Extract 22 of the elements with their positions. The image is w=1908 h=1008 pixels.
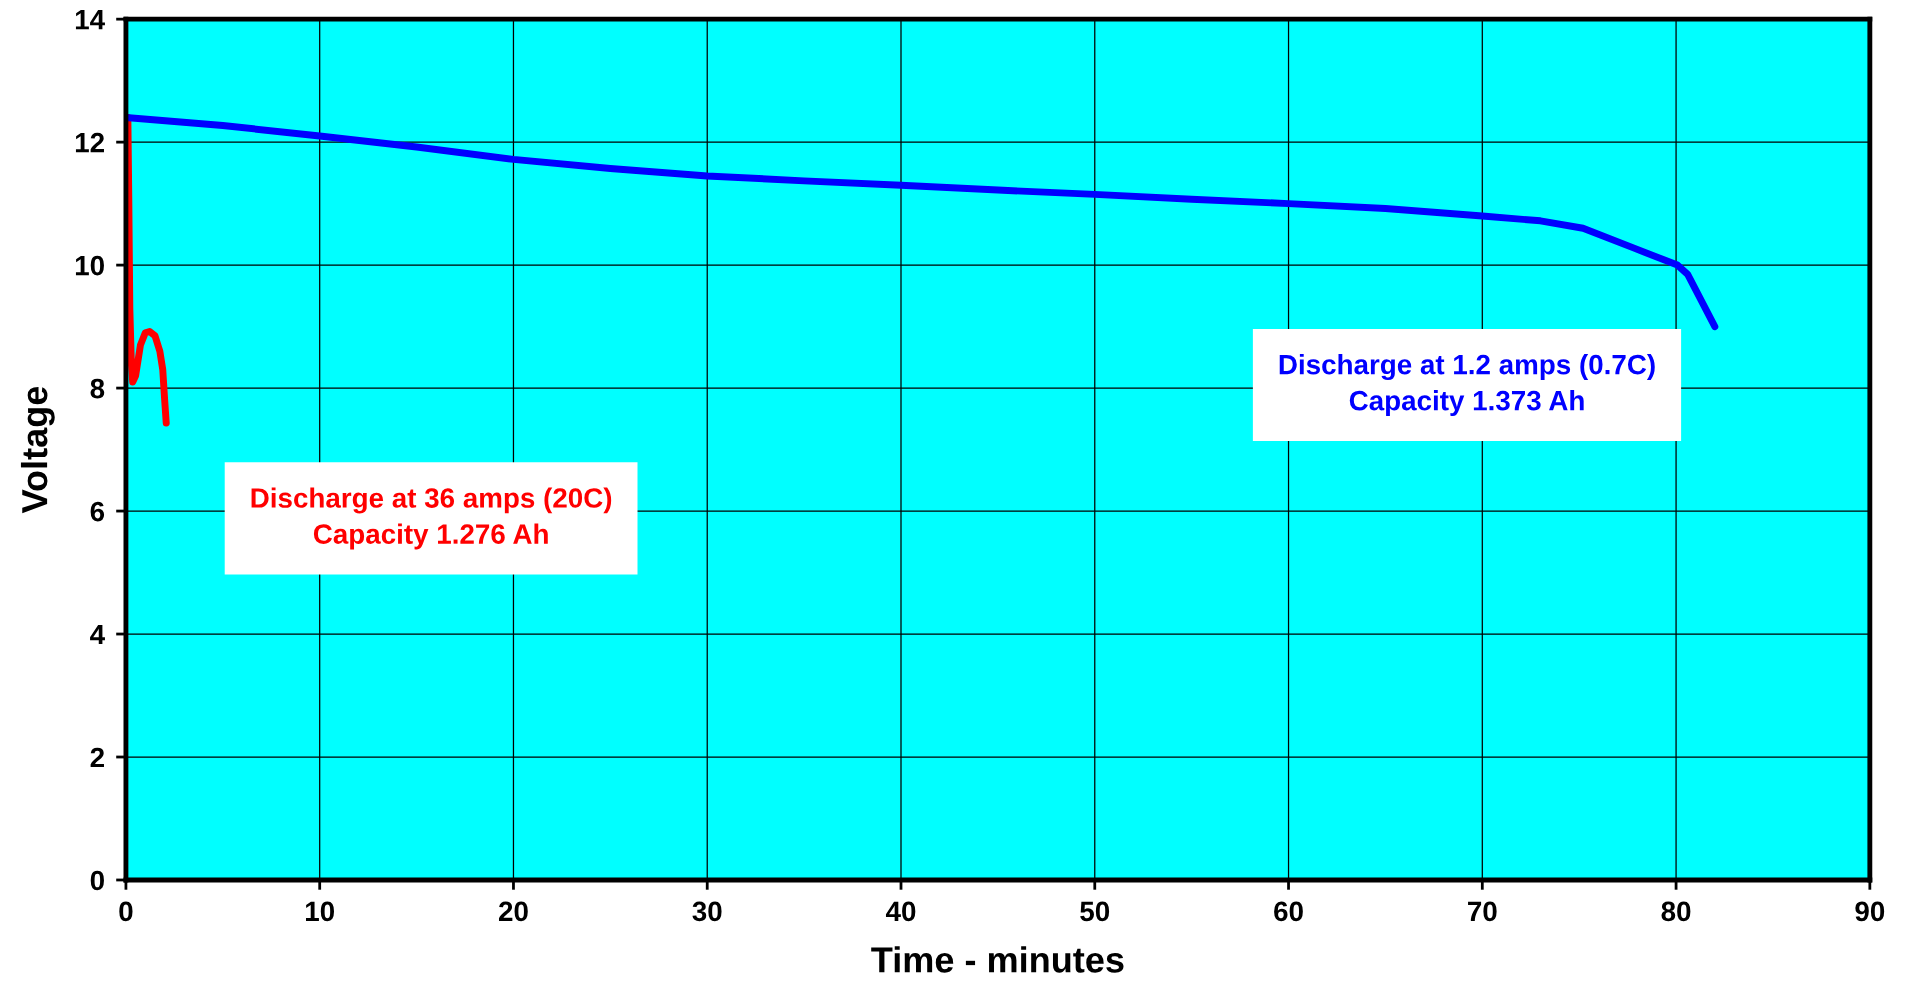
x-tick-label: 10 <box>306 901 335 922</box>
y-tick-label: 4 <box>90 624 105 645</box>
x-tick-label: 40 <box>885 901 916 922</box>
x-tick-label: 50 <box>1080 901 1110 922</box>
y-tick-label: 6 <box>90 501 105 522</box>
x-tick-label: 60 <box>1274 901 1303 922</box>
text: Discharge at 1.2 amps (0.7C) Capacity 1.373 Ah <box>1279 354 1655 416</box>
text: Discharge at 36 amps (20C) Capacity 1.276 Ah <box>251 487 612 550</box>
y-tick-label: 10 <box>75 255 104 276</box>
x-axis-title: Time - minutes <box>871 946 1124 973</box>
y-axis-title: Voltage <box>20 386 55 514</box>
y-tick-label: 12 <box>75 132 104 153</box>
x-tick-label: 80 <box>1661 901 1691 922</box>
y-tick-label: 2 <box>90 747 104 768</box>
y-tick-label: 14 <box>75 10 105 30</box>
x-tick-label: 70 <box>1468 901 1497 922</box>
x-tick-label: 0 <box>119 901 133 922</box>
x-tick-label: 30 <box>692 901 722 922</box>
x-tick-label: 20 <box>498 901 528 922</box>
x-tick-label: 90 <box>1855 901 1885 922</box>
y-tick-label: 8 <box>90 378 105 399</box>
y-tick-label: 0 <box>90 870 104 891</box>
